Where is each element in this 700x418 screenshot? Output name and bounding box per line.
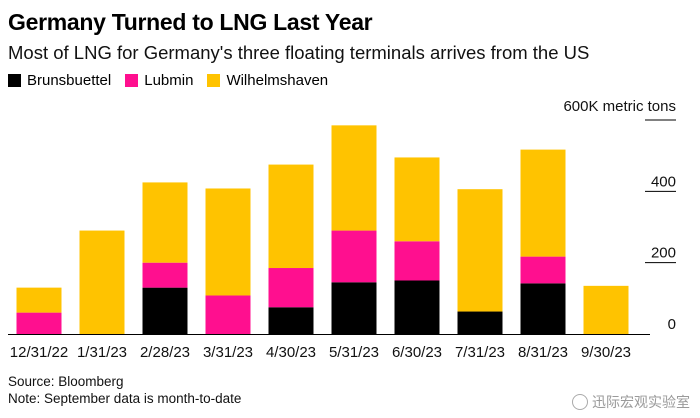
legend-item-wilhelmshaven: Wilhelmshaven (207, 72, 328, 89)
bar-brunsbuettel (520, 283, 566, 334)
x-tick-label: 8/31/23 (518, 344, 568, 361)
bar-lubmin (16, 312, 62, 334)
footer: Source: Bloomberg Note: September data i… (8, 373, 241, 407)
bar-brunsbuettel (331, 282, 377, 334)
footnote: Note: September data is month-to-date (8, 391, 242, 406)
x-tick-label: 9/30/23 (581, 344, 631, 361)
bar-lubmin (268, 268, 314, 308)
chart-subtitle: Most of LNG for Germany's three floating… (8, 42, 590, 63)
bar-lubmin (142, 262, 188, 288)
watermark-text: 迅际宏观实验室 (592, 394, 690, 410)
watermark: 迅际宏观实验室 (572, 392, 690, 412)
source-note: Source: Bloomberg (8, 374, 124, 389)
legend-item-lubmin: Lubmin (125, 72, 193, 89)
bar-brunsbuettel (268, 307, 314, 334)
x-tick-label: 3/31/23 (203, 344, 253, 361)
bar-wilhelmshaven (583, 285, 629, 334)
bar-wilhelmshaven (394, 157, 440, 242)
x-tick-label: 4/30/23 (266, 344, 316, 361)
legend-label-wilhelmshaven: Wilhelmshaven (226, 72, 329, 89)
bar-chart: 0 200 400 600K metric tons 12/31/22 1/31/23 2/… (8, 98, 676, 361)
bar-wilhelmshaven (79, 230, 125, 334)
bar-lubmin (520, 256, 566, 284)
bar-wilhelmshaven (268, 164, 314, 269)
y-tick-label: 200 (651, 245, 676, 262)
bar-wilhelmshaven (457, 189, 503, 312)
bar-lubmin (394, 241, 440, 281)
x-tick-label: 1/31/23 (77, 344, 127, 361)
bar-brunsbuettel (142, 287, 188, 334)
legend-label-lubmin: Lubmin (144, 72, 194, 89)
legend-swatch-lubmin (125, 74, 139, 87)
y-tick-label: 400 (651, 173, 676, 190)
legend-swatch-brunsbuettel (8, 74, 21, 87)
y-tick-label: 0 (668, 316, 676, 333)
y-unit-label: 600K metric tons (563, 98, 676, 115)
weibo-icon (572, 394, 588, 410)
chart-title: Germany Turned to LNG Last Year (8, 9, 373, 35)
legend-label-brunsbuettel: Brunsbuettel (27, 72, 112, 89)
bar-wilhelmshaven (16, 287, 62, 313)
x-tick-label: 7/31/23 (455, 344, 505, 361)
bar-wilhelmshaven (205, 188, 251, 296)
bar-wilhelmshaven (520, 149, 566, 257)
bar-wilhelmshaven (142, 182, 188, 263)
x-tick-label: 12/31/22 (10, 344, 68, 361)
bar-brunsbuettel (394, 280, 440, 334)
bar-lubmin (331, 230, 377, 283)
legend-swatch-wilhelmshaven (207, 74, 221, 87)
x-tick-label: 2/28/23 (140, 344, 190, 361)
legend: Brunsbuettel Lubmin Wilhelmshaven (8, 72, 342, 89)
bar-brunsbuettel (457, 311, 503, 334)
x-tick-label: 6/30/23 (392, 344, 442, 361)
x-tick-label: 5/31/23 (329, 344, 379, 361)
bar-lubmin (205, 295, 251, 334)
bar-wilhelmshaven (331, 125, 377, 231)
legend-item-brunsbuettel: Brunsbuettel (8, 72, 111, 89)
